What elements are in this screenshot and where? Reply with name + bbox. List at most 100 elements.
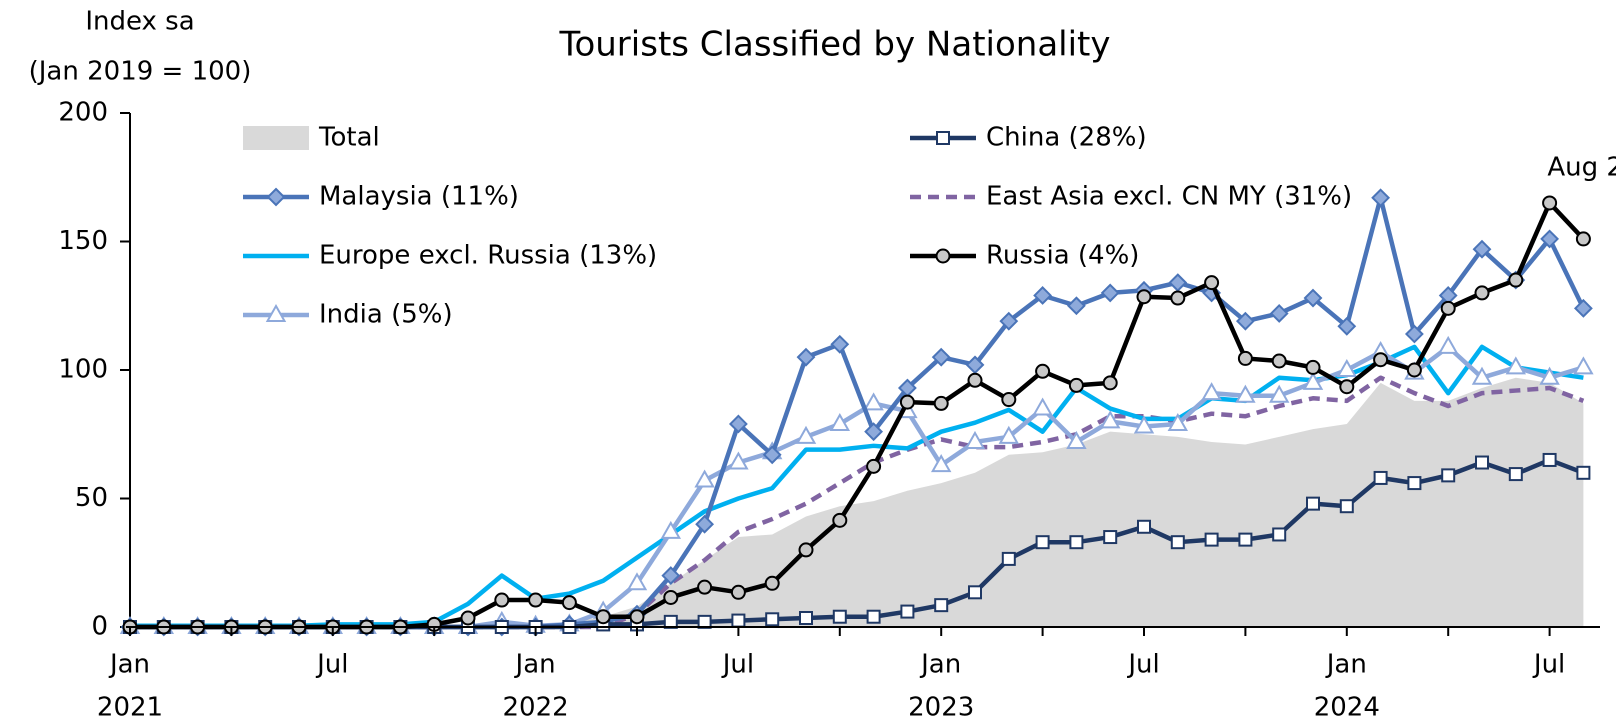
marker xyxy=(1305,359,1321,375)
marker xyxy=(661,566,681,586)
marker xyxy=(1471,366,1493,385)
marker xyxy=(1035,535,1050,550)
marker xyxy=(1406,362,1422,378)
marker xyxy=(1573,298,1593,318)
marker xyxy=(796,347,816,367)
y-tick-label: 200 xyxy=(58,98,108,128)
marker xyxy=(695,514,715,534)
marker xyxy=(660,520,682,539)
marker xyxy=(626,572,648,591)
marker xyxy=(728,451,749,470)
legend-label: Russia (4%) xyxy=(986,241,1139,271)
x-tick-label: Jul xyxy=(721,650,754,680)
x-year-label: 2022 xyxy=(503,693,569,723)
legend-label: China (28%) xyxy=(986,123,1147,153)
marker xyxy=(1339,379,1355,395)
legend-label: India (5%) xyxy=(319,300,453,330)
legend-item: Europe excl. Russia (13%) xyxy=(243,241,657,271)
marker xyxy=(528,592,544,608)
legend-label: East Asia excl. CN MY (31%) xyxy=(986,182,1352,212)
marker xyxy=(1540,229,1560,249)
marker xyxy=(1137,519,1151,534)
marker xyxy=(931,347,951,367)
marker xyxy=(1339,499,1354,514)
marker xyxy=(1235,384,1256,403)
marker xyxy=(900,604,915,619)
marker xyxy=(663,589,679,605)
y-tick-label: 100 xyxy=(58,355,108,385)
x-tick-label: Jul xyxy=(315,650,348,680)
marker xyxy=(866,609,881,624)
marker xyxy=(1201,382,1222,401)
marker xyxy=(1237,350,1253,366)
marker xyxy=(629,609,645,625)
marker xyxy=(968,585,982,600)
marker xyxy=(1099,410,1121,429)
x-year-label: 2024 xyxy=(1314,693,1380,723)
marker xyxy=(765,612,780,627)
marker xyxy=(762,445,782,465)
marker xyxy=(595,609,611,625)
marker xyxy=(863,392,884,411)
marker xyxy=(967,372,983,388)
marker xyxy=(1508,272,1524,288)
marker xyxy=(1136,289,1152,305)
marker xyxy=(1170,290,1186,306)
marker xyxy=(866,458,882,474)
legend-item: East Asia excl. CN MY (31%) xyxy=(910,182,1352,212)
marker xyxy=(1068,377,1084,393)
marker xyxy=(798,542,814,558)
marker xyxy=(936,131,950,145)
marker xyxy=(1407,476,1422,491)
marker xyxy=(1573,356,1594,375)
marker xyxy=(561,595,577,611)
marker xyxy=(1440,300,1456,316)
marker xyxy=(1472,239,1492,259)
legend-label: Total xyxy=(318,123,380,153)
marker xyxy=(694,469,715,488)
legend-item: China (28%) xyxy=(910,123,1147,153)
marker xyxy=(1133,415,1155,434)
marker xyxy=(764,575,780,591)
marker xyxy=(1271,353,1287,369)
marker xyxy=(1404,324,1424,344)
marker xyxy=(1542,195,1558,211)
marker xyxy=(494,592,510,608)
marker xyxy=(1437,335,1459,354)
marker xyxy=(1066,296,1086,316)
marker xyxy=(1102,375,1118,391)
marker xyxy=(998,425,1020,444)
marker xyxy=(799,611,813,626)
marker xyxy=(933,395,949,411)
marker xyxy=(1508,467,1523,482)
marker xyxy=(1474,285,1490,301)
marker xyxy=(1167,412,1189,431)
x-year-label: 2021 xyxy=(97,693,163,723)
marker xyxy=(460,610,476,626)
chart-title: Tourists Classified by Nationality xyxy=(558,25,1110,65)
marker xyxy=(1505,356,1527,375)
legend-label: Europe excl. Russia (13%) xyxy=(319,241,657,271)
marker xyxy=(830,334,850,354)
legend-swatch xyxy=(243,126,309,150)
marker xyxy=(1001,551,1016,566)
y-tick-label: 0 xyxy=(91,612,108,642)
area xyxy=(130,377,1584,627)
marker xyxy=(1001,392,1017,408)
marker xyxy=(1475,455,1489,470)
marker xyxy=(1235,311,1255,331)
marker xyxy=(728,414,748,434)
marker xyxy=(1539,366,1560,385)
marker xyxy=(730,584,746,600)
x-tick-label: Jan xyxy=(919,650,961,680)
legend-item: Malaysia (11%) xyxy=(243,182,519,212)
marker xyxy=(930,454,952,473)
marker xyxy=(934,598,949,613)
x-tick-label: Jan xyxy=(108,650,150,680)
marker xyxy=(964,430,986,449)
marker xyxy=(1373,352,1389,368)
x-tick-label: Jul xyxy=(1126,650,1159,680)
marker xyxy=(899,394,915,410)
marker xyxy=(1170,535,1185,550)
